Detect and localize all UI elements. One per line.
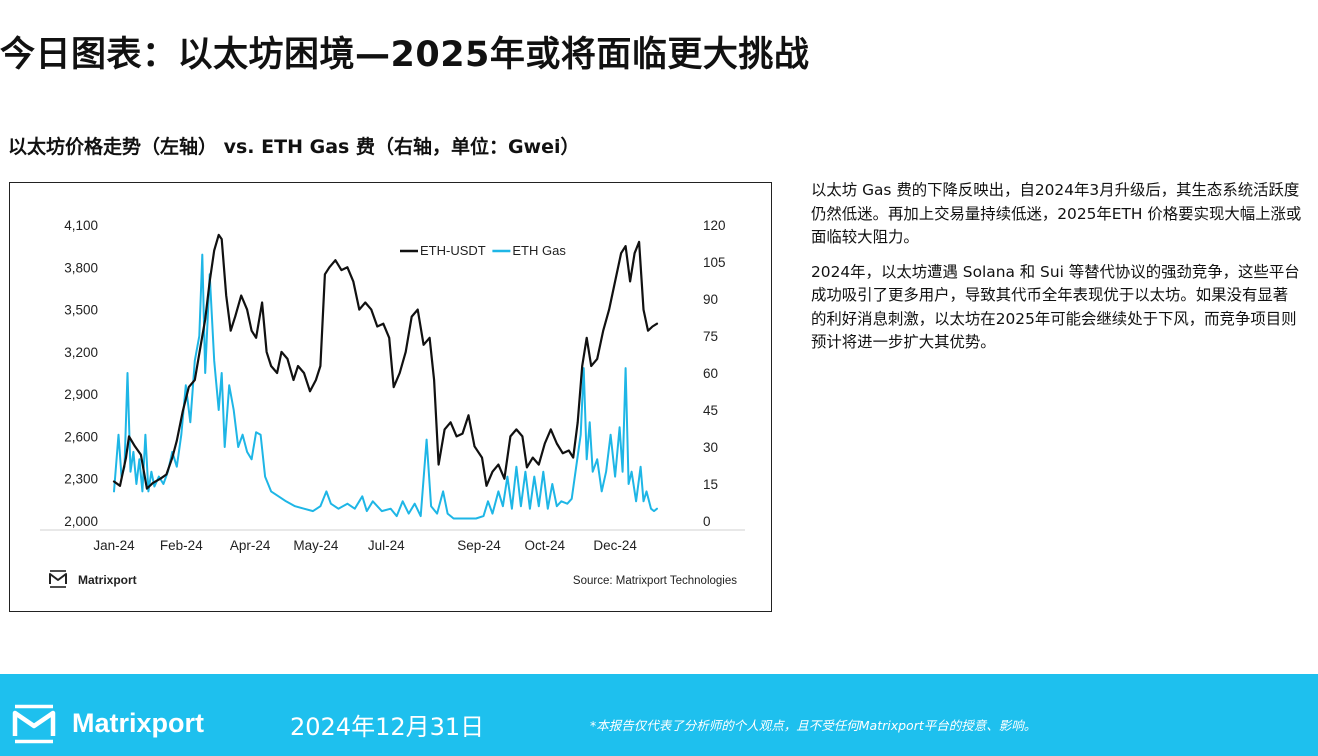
y-right-tick-label: 30 xyxy=(703,440,718,455)
y-left-tick-label: 3,500 xyxy=(64,303,98,318)
legend-entry: ETH Gas xyxy=(512,243,566,258)
page-title: 今日图表：以太坊困境—2025年或将面临更大挑战 xyxy=(0,35,810,75)
y-right-tick-label: 45 xyxy=(703,403,718,418)
footer-brand: Matrixport xyxy=(72,708,205,738)
chart-brand-label: Matrixport xyxy=(78,573,137,587)
eth-price-gas-chart: Jan-24 Feb-24 Apr-24 May-24 Jul-24 Sep-24 Oct-… xyxy=(40,218,745,588)
y-left-tick-label: 3,800 xyxy=(64,260,98,275)
x-tick-label: Jul-24 xyxy=(368,538,405,553)
y-right-tick-label: 75 xyxy=(703,329,718,344)
report-date: 2024年12月31日 xyxy=(290,713,485,741)
y-left-tick-label: 3,200 xyxy=(64,345,98,360)
x-tick-label: May-24 xyxy=(293,538,339,553)
y-right-tick-label: 0 xyxy=(703,514,711,529)
y-left-tick-label: 2,300 xyxy=(64,472,98,487)
commentary-paragraph-2: 2024年，以太坊遭遇 Solana 和 Sui 等替代协议的强劲竞争，这些平台… xyxy=(811,262,1300,352)
y-right-tick-label: 15 xyxy=(703,477,718,492)
y-right-tick-label: 120 xyxy=(703,218,726,233)
x-tick-label: Dec-24 xyxy=(593,538,637,553)
series-line-eth-gas xyxy=(113,253,658,520)
matrixport-logo-icon xyxy=(12,704,56,744)
y-left-tick-label: 2,900 xyxy=(64,387,98,402)
matrixport-logo-icon xyxy=(49,570,67,588)
x-tick-label: Feb-24 xyxy=(160,538,203,553)
y-left-tick-label: 2,000 xyxy=(64,514,98,529)
legend-entry: ETH-USDT xyxy=(420,243,486,258)
y-left-tick-label: 4,100 xyxy=(64,218,98,233)
x-tick-label: Oct-24 xyxy=(525,538,566,553)
y-right-tick-label: 60 xyxy=(703,366,718,381)
y-left-tick-label: 2,600 xyxy=(64,429,98,444)
chart-heading: 以太坊价格走势（左轴） vs. ETH Gas 费（右轴，单位：Gwei） xyxy=(8,136,580,158)
footer-bar: Matrixport 2024年12月31日 *本报告仅代表了分析师的个人观点，… xyxy=(0,674,1318,756)
chart-panel: Jan-24 Feb-24 Apr-24 May-24 Jul-24 Sep-24 Oct-… xyxy=(9,182,772,612)
x-tick-label: Sep-24 xyxy=(457,538,501,553)
series-line-eth-usdt xyxy=(112,233,659,490)
x-tick-label: Jan-24 xyxy=(93,538,135,553)
y-right-tick-label: 105 xyxy=(703,255,726,270)
commentary: 以太坊 Gas 费的下降反映出，自2024年3月升级后，其生态系统活跃度仍然低迷… xyxy=(811,179,1303,366)
commentary-paragraph-1: 以太坊 Gas 费的下降反映出，自2024年3月升级后，其生态系统活跃度仍然低迷… xyxy=(811,181,1302,246)
x-tick-label: Apr-24 xyxy=(230,538,271,553)
y-right-tick-label: 90 xyxy=(703,292,718,307)
disclaimer: *本报告仅代表了分析师的个人观点，且不受任何Matrixport平台的授意、影响… xyxy=(590,718,1037,733)
chart-source-label: Source: Matrixport Technologies xyxy=(573,575,737,587)
